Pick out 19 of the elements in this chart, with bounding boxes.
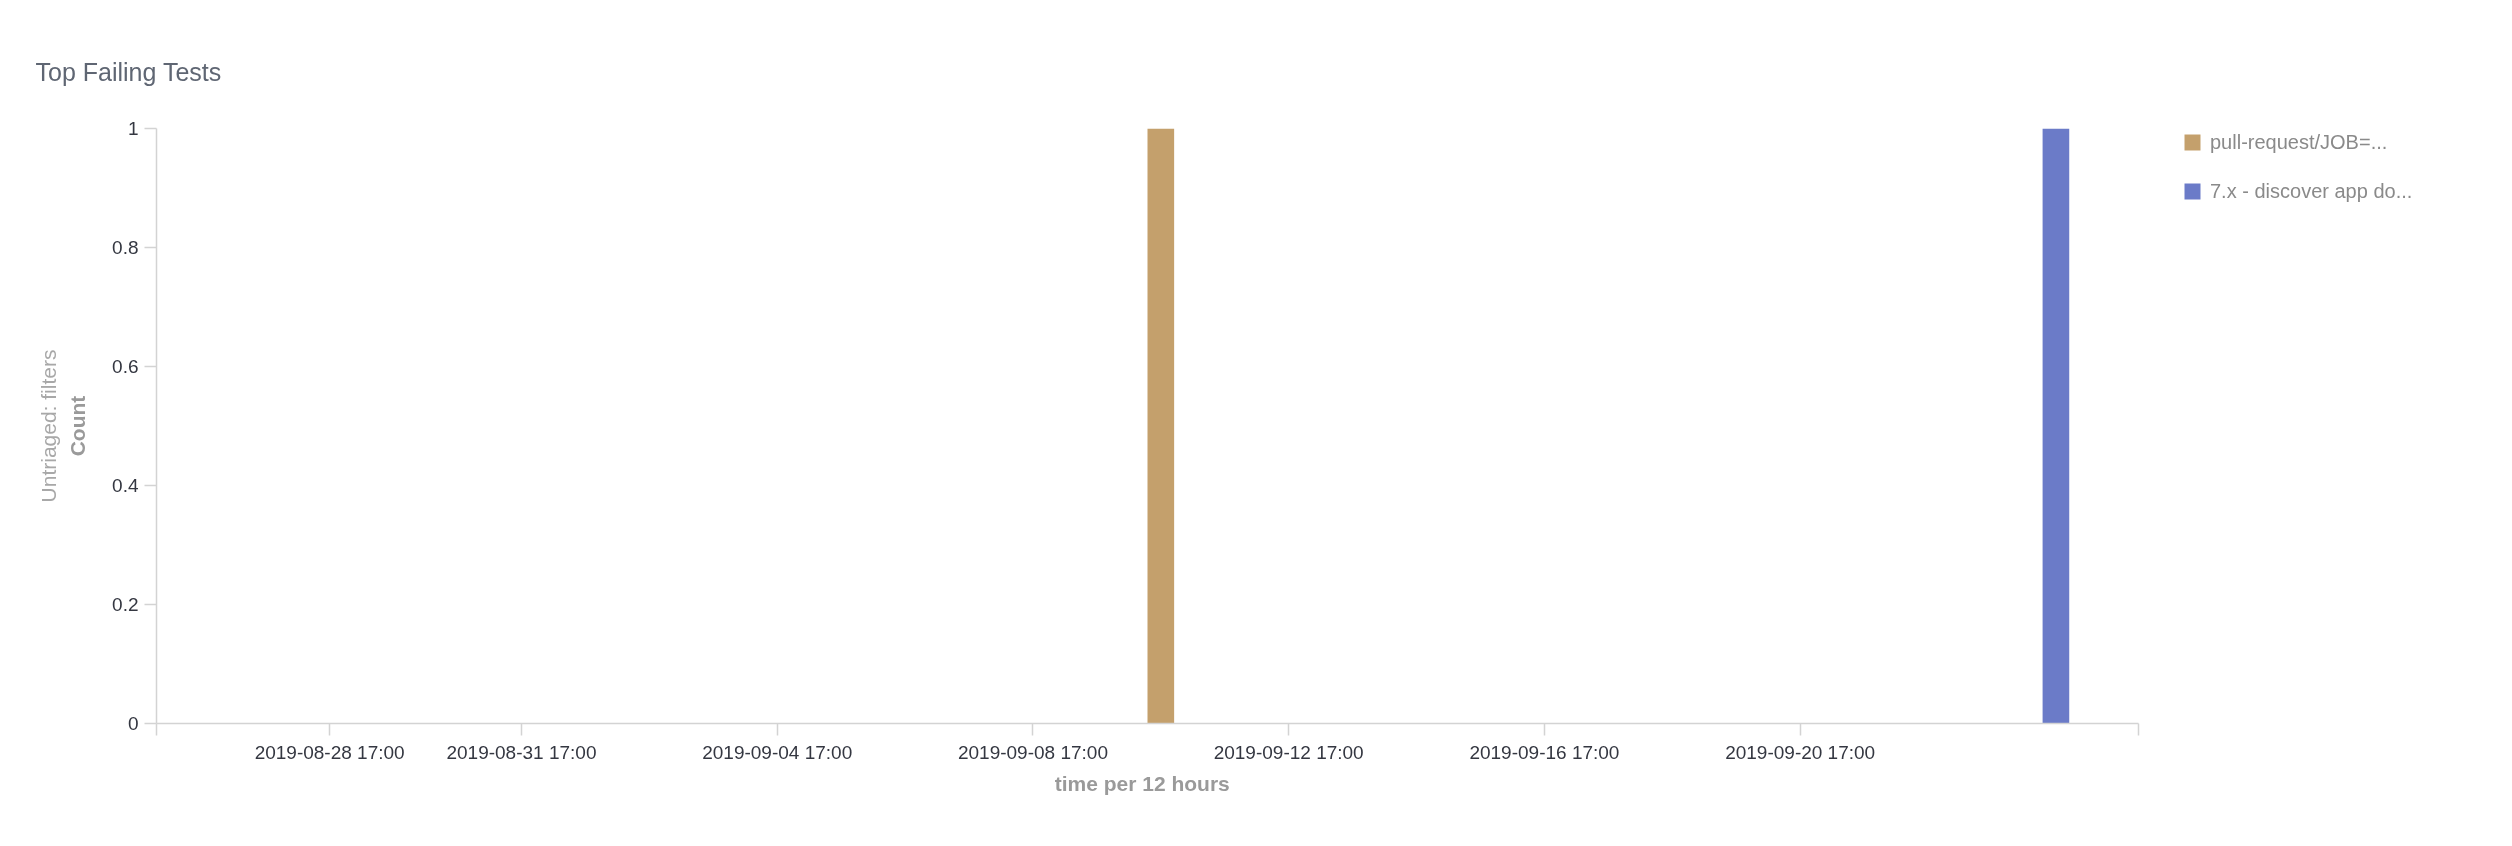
x-tick-label: 2019-09-12 17:00 (1213, 741, 1364, 763)
chart-title: Top Failing Tests (35, 57, 222, 86)
x-axis-title: time per 12 hours (1054, 771, 1230, 795)
y-tick-label: 0.4 (112, 475, 139, 496)
text: Untriaged: filters (36, 349, 60, 503)
y-tick-label: 0.8 (112, 237, 139, 258)
y-tick-label: 0.2 (112, 594, 139, 615)
x-tick-label: 2019-09-16 17:00 (1469, 741, 1620, 763)
x-tick-label: 2019-09-04 17:00 (702, 741, 853, 763)
x-tick-label: 2019-09-08 17:00 (957, 741, 1108, 763)
y-tick-label: 1 (127, 118, 139, 139)
legend-label: pull-request/JOB=... (2210, 130, 2388, 154)
x-tick-label: 2019-09-20 17:00 (1725, 741, 1876, 763)
y-tick-label: 0.6 (112, 356, 139, 377)
y-axis-title: Count (66, 395, 90, 457)
x-tick-label: 2019-08-28 17:00 (254, 741, 405, 763)
x-tick-label: 2019-08-31 17:00 (446, 741, 597, 763)
legend-label: 7.x - discover app do... (2210, 179, 2413, 203)
y-tick-label: 0 (127, 713, 139, 734)
